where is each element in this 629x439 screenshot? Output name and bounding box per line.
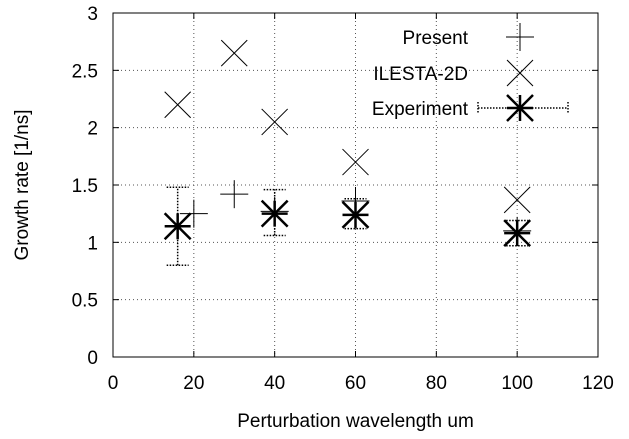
x-axis-label: Perturbation wavelength um <box>237 411 474 432</box>
y-tick-label: 1.5 <box>72 176 98 197</box>
y-axis-label: Growth rate [1/ns] <box>12 109 33 260</box>
data-point-cross <box>220 39 248 67</box>
data-point-asterisk-errorbar <box>503 219 532 248</box>
data-point-plus <box>220 180 249 209</box>
data-point-cross <box>261 108 289 136</box>
x-tick-label: 120 <box>582 373 614 394</box>
data-point-cross <box>342 148 369 176</box>
y-tick-label: 2 <box>87 119 98 140</box>
axis-ticks: 0 20 40 60 80 100 120 0 0.5 1 1.5 2 2.5 3 <box>72 4 614 394</box>
legend-label: ILESTA-2D <box>373 64 468 85</box>
grid <box>113 13 598 357</box>
legend-symbol <box>506 59 534 87</box>
y-tick-label: 1 <box>87 233 98 254</box>
legend-label: Experiment <box>372 99 469 120</box>
x-tick-label: 80 <box>426 373 447 394</box>
y-tick-label: 2.5 <box>72 61 98 82</box>
x-tick-label: 0 <box>108 373 119 394</box>
data-point-cross <box>503 186 531 214</box>
legend: Present ILESTA-2D Experiment <box>372 23 569 122</box>
data-layer <box>163 39 532 267</box>
legend-entry: Experiment <box>372 94 569 122</box>
x-tick-label: 20 <box>183 373 204 394</box>
y-tick-label: 3 <box>87 4 98 25</box>
legend-label: Present <box>403 28 469 49</box>
x-tick-label: 100 <box>501 373 533 394</box>
y-tick-label: 0.5 <box>72 291 98 312</box>
legend-symbol <box>477 94 569 122</box>
data-point-cross <box>164 91 192 119</box>
data-point-asterisk-errorbar <box>341 198 370 230</box>
legend-symbol <box>506 23 534 51</box>
x-tick-label: 40 <box>264 373 285 394</box>
y-tick-label: 0 <box>87 348 98 369</box>
legend-entry: ILESTA-2D <box>373 59 534 87</box>
legend-entry: Present <box>403 23 534 51</box>
data-point-asterisk-errorbar <box>260 188 289 237</box>
x-tick-label: 60 <box>345 373 366 394</box>
data-point-plus <box>179 199 208 228</box>
data-point-asterisk-errorbar <box>163 186 192 267</box>
